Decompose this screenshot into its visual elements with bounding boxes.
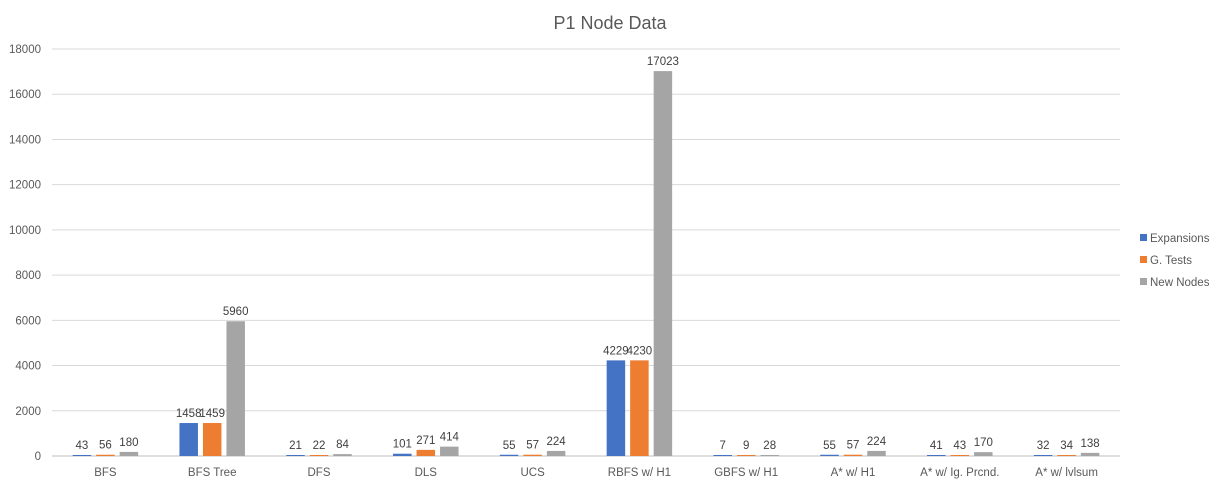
bar-g-tests (416, 449, 436, 456)
chart-title: P1 Node Data (553, 13, 667, 33)
data-label: 84 (336, 439, 349, 451)
data-label: 9 (743, 440, 749, 452)
bar-g-tests (523, 454, 542, 456)
x-tick-label: DFS (308, 467, 331, 479)
data-label: 224 (547, 436, 567, 448)
y-tick-label: 0 (35, 451, 41, 463)
x-tick-label: A* w/ H1 (831, 467, 876, 479)
data-label: 4230 (627, 345, 653, 357)
bar-new-nodes (546, 450, 566, 456)
bar-g-tests (843, 454, 863, 456)
data-label: 21 (289, 440, 302, 452)
data-label: 271 (416, 435, 435, 447)
legend: Expansions G. Tests New Nodes (1140, 233, 1210, 289)
data-label: 32 (1037, 440, 1050, 452)
legend-label: G. Tests (1150, 255, 1192, 267)
y-tick-label: 16000 (9, 89, 41, 101)
y-axis: 0 2000 4000 6000 8000 10000 12000 14000 16000 180… (9, 44, 41, 463)
bar-new-nodes (867, 450, 886, 456)
bar-new-nodes (760, 455, 779, 456)
bar-expansions (606, 360, 626, 456)
x-tick-label: UCS (520, 467, 545, 479)
data-label: 138 (1081, 438, 1100, 450)
bar-new-nodes (440, 446, 459, 456)
x-tick-label: GBFS w/ H1 (714, 467, 778, 479)
data-label: 28 (763, 440, 776, 452)
bar-g-tests (202, 423, 222, 456)
bar-new-nodes (653, 71, 673, 456)
x-axis: BFS BFS Tree DFS DLS UCS RBFS w/ H1 GBFS w/ H1… (94, 467, 1098, 479)
data-label: 4229 (603, 345, 629, 357)
x-tick-label: A* w/ Ig. Prcnd. (920, 467, 999, 479)
bar-expansions (1033, 455, 1053, 456)
x-tick-label: BFS Tree (188, 467, 237, 479)
data-label: 414 (440, 432, 460, 444)
legend-swatch (1140, 256, 1147, 263)
x-tick-label: DLS (415, 467, 438, 479)
x-tick-label: BFS (94, 467, 117, 479)
data-label: 22 (313, 440, 326, 452)
legend-label: Expansions (1150, 233, 1210, 245)
data-label: 1458 (176, 408, 202, 420)
data-label: 224 (867, 436, 887, 448)
bar-g-tests (309, 455, 329, 456)
data-label: 55 (503, 440, 516, 452)
x-tick-label: A* w/ lvlsum (1035, 467, 1098, 479)
bar-expansions (927, 455, 946, 456)
data-label: 34 (1060, 440, 1073, 452)
legend-label: New Nodes (1150, 277, 1210, 289)
data-label: 180 (119, 437, 138, 449)
y-tick-label: 14000 (9, 134, 41, 146)
bar-expansions (72, 455, 92, 456)
gridlines (52, 48, 1120, 457)
y-tick-label: 12000 (9, 180, 41, 192)
bar-expansions (179, 423, 198, 456)
bar-expansions (820, 454, 839, 456)
bar-new-nodes (119, 451, 139, 456)
bar-expansions (286, 455, 305, 456)
data-label: 7 (719, 440, 725, 452)
data-label: 101 (393, 439, 412, 451)
bar-g-tests (96, 454, 115, 456)
data-label: 41 (930, 440, 943, 452)
x-tick-label: RBFS w/ H1 (608, 467, 671, 479)
bar-g-tests (736, 455, 756, 456)
bar-g-tests (1057, 455, 1076, 456)
data-label: 1459 (199, 408, 225, 420)
bars (72, 71, 1100, 456)
data-label: 57 (526, 440, 539, 452)
bar-new-nodes (974, 452, 993, 456)
legend-swatch (1140, 278, 1147, 285)
bar-g-tests (950, 455, 970, 456)
y-tick-label: 10000 (9, 225, 41, 237)
y-tick-label: 18000 (9, 44, 41, 56)
data-label: 55 (823, 440, 836, 452)
data-label: 43 (76, 440, 89, 452)
bar-g-tests (630, 360, 649, 456)
data-label: 43 (953, 440, 966, 452)
bar-expansions (393, 453, 412, 456)
y-tick-label: 4000 (15, 361, 41, 373)
y-tick-label: 8000 (15, 270, 41, 282)
data-label: 56 (99, 440, 112, 452)
y-tick-label: 6000 (15, 315, 41, 327)
data-label: 57 (847, 440, 860, 452)
data-label: 17023 (647, 56, 679, 68)
legend-swatch (1140, 234, 1147, 241)
bar-expansions (499, 454, 519, 456)
bar-new-nodes (333, 454, 352, 456)
y-tick-label: 2000 (15, 406, 41, 418)
data-label: 170 (974, 437, 993, 449)
bar-new-nodes (1080, 452, 1100, 456)
bar-new-nodes (226, 321, 245, 456)
bar-expansions (713, 455, 732, 456)
data-label: 5960 (223, 306, 249, 318)
